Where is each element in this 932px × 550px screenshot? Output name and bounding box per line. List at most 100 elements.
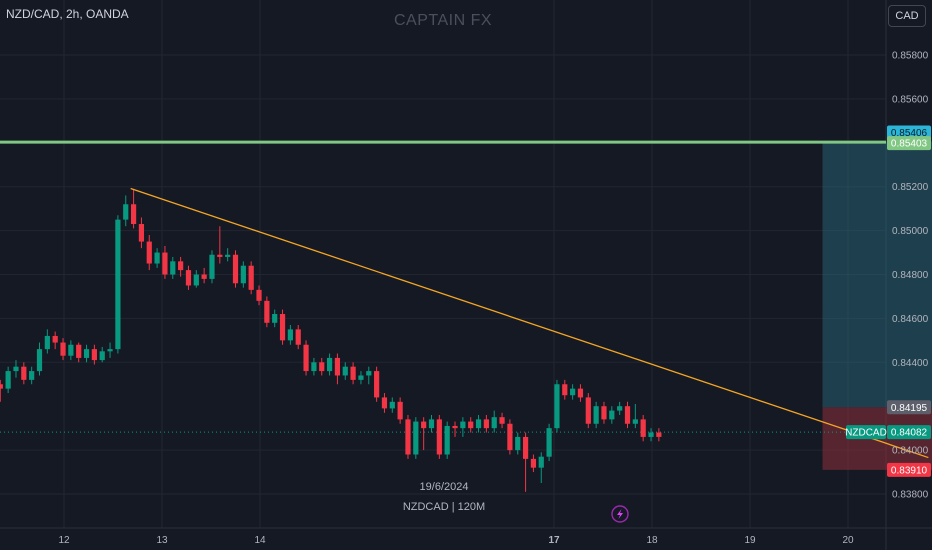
- price-tag-3: [887, 425, 931, 440]
- candle-body-42: [326, 357, 333, 372]
- candle-body-16: [123, 204, 129, 220]
- time-tick-label-1: 13: [156, 535, 168, 546]
- candle-body-11: [83, 349, 90, 358]
- time-axis[interactable]: 121314171819202124: [58, 535, 932, 546]
- candle-body-49: [381, 397, 388, 409]
- position-target-zone[interactable]: [822, 141, 932, 408]
- candle-body-30: [232, 254, 239, 284]
- candle-body-66: [515, 436, 521, 451]
- candle-body-22: [170, 261, 176, 275]
- price-tick-label-1: 0.85600: [892, 94, 929, 105]
- candle-body-39: [303, 344, 309, 372]
- candle-body-59: [460, 421, 466, 429]
- candle-body-82: [640, 419, 646, 437]
- candle-body-79: [617, 406, 623, 411]
- candle-body-2: [13, 366, 19, 372]
- candle-body-32: [248, 265, 254, 290]
- price-tag-2: [887, 400, 931, 415]
- candle-body-1: [5, 371, 11, 389]
- candle-body-65: [507, 423, 513, 451]
- candle-body-61: [475, 419, 482, 429]
- time-tick-label-2: 14: [254, 535, 266, 546]
- candle-body-18: [138, 224, 145, 242]
- price-tick-label-3: 0.85000: [892, 226, 929, 237]
- price-tag-symbol-bg-3: [846, 425, 886, 440]
- candle-body-80: [624, 406, 631, 424]
- candle-body-23: [178, 261, 184, 271]
- candle-body-52: [405, 419, 411, 455]
- candle-body-20: [154, 252, 160, 264]
- candle-body-19: [146, 241, 152, 264]
- candle-body-24: [185, 270, 192, 286]
- price-tag-0: [887, 125, 931, 140]
- candle-body-72: [562, 384, 568, 396]
- price-tag-value-0: 0.85406: [891, 128, 928, 139]
- candle-body-62: [483, 419, 489, 429]
- candle-body-35: [272, 314, 278, 323]
- descending-trendline[interactable]: [130, 187, 929, 459]
- candle-body-63: [491, 417, 497, 429]
- price-axis[interactable]: 0.85800 0.85600 0.85200 0.85000 0.84800 0.846…: [892, 51, 929, 501]
- candlestick-series: [0, 188, 662, 492]
- price-tick-label-6: 0.84400: [892, 358, 929, 369]
- price-tick-label-0: 0.85800: [892, 51, 929, 62]
- price-tag-1: [887, 136, 931, 151]
- candle-body-7: [52, 335, 58, 343]
- candle-body-71: [554, 384, 560, 429]
- candle-body-14: [107, 349, 113, 352]
- watermark: CAPTAIN FX: [393, 12, 493, 29]
- price-tick-label-8: 0.83800: [892, 490, 929, 501]
- candle-body-38: [295, 329, 301, 345]
- candle-body-60: [468, 421, 474, 429]
- time-tick-label-5: 19: [744, 535, 756, 546]
- candle-body-4: [29, 371, 35, 380]
- lightning-icon[interactable]: [611, 505, 629, 523]
- candle-body-56: [436, 419, 442, 455]
- candle-body-37: [287, 329, 293, 341]
- price-tick-label-4: 0.84800: [892, 270, 929, 281]
- candle-body-10: [76, 344, 82, 358]
- candle-body-12: [91, 349, 97, 361]
- currency-button[interactable]: CAD: [888, 5, 926, 27]
- candle-body-84: [656, 432, 662, 437]
- symbol-annotation: NZDCAD | 120M: [402, 501, 486, 513]
- candle-body-41: [319, 362, 325, 372]
- candle-body-81: [632, 419, 638, 424]
- candle-body-75: [585, 397, 591, 424]
- candle-body-78: [609, 410, 615, 420]
- candle-body-5: [36, 349, 43, 372]
- candle-body-0: [0, 384, 3, 389]
- candle-body-64: [499, 417, 505, 424]
- candle-body-27: [209, 254, 215, 279]
- price-tick-label-2: 0.85200: [892, 182, 929, 193]
- price-tag-symbol-3: NZDCAD: [845, 428, 887, 439]
- time-tick-label-0: 12: [58, 535, 70, 546]
- candle-body-46: [358, 375, 364, 380]
- time-tick-label-4: 18: [646, 535, 658, 546]
- candle-body-15: [115, 219, 121, 350]
- candle-body-21: [162, 252, 168, 275]
- candle-body-3: [21, 366, 27, 380]
- candle-body-33: [256, 289, 262, 301]
- candle-body-57: [444, 425, 450, 455]
- candle-body-9: [68, 344, 74, 356]
- candle-body-44: [342, 366, 348, 376]
- candle-body-43: [334, 357, 341, 376]
- candle-body-83: [648, 432, 654, 437]
- candle-body-55: [428, 419, 435, 429]
- candle-body-51: [397, 401, 403, 420]
- candle-body-40: [311, 362, 317, 372]
- candle-body-73: [570, 388, 576, 396]
- candle-body-67: [522, 436, 529, 459]
- candle-body-76: [593, 406, 599, 424]
- candle-body-36: [279, 314, 286, 341]
- price-tag-value-2: 0.84195: [891, 403, 928, 414]
- candle-body-69: [538, 456, 544, 468]
- symbol-info[interactable]: NZD/CAD, 2h, OANDA: [6, 7, 129, 21]
- candle-body-53: [413, 421, 419, 455]
- candle-body-8: [60, 342, 66, 356]
- candle-body-68: [530, 458, 537, 468]
